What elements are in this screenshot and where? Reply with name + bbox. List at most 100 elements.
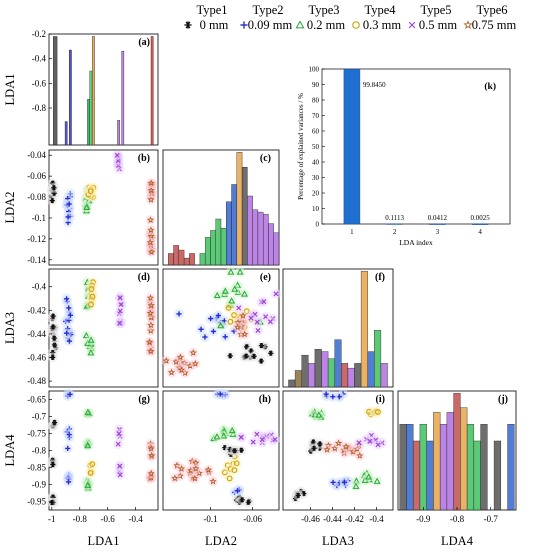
panel-i: (i) -0.46 -0.44 -0.42 -0.4 <box>282 389 394 524</box>
xtick-label-i-1: -0.46 <box>301 514 320 524</box>
legend-size-5: 0.5 mm <box>419 18 457 32</box>
point-d-4-7 <box>87 336 95 343</box>
ytick-label-b-5: -0.12 <box>27 234 46 244</box>
bar-f-2 <box>294 370 302 388</box>
point-e-7-11 <box>236 305 242 311</box>
point-i-9-2 <box>373 477 381 484</box>
point-d-6-10 <box>117 308 123 314</box>
value-label-k-3: 0.0412 <box>428 214 448 222</box>
panel-a: (a) -0.2 -0.4 -0.6 -0.8 <box>32 29 159 146</box>
point-i-5-4 <box>323 445 331 453</box>
panel-label-h: (h) <box>259 394 271 405</box>
legend-type-3: Type3 <box>308 3 339 17</box>
legend-size-4: 0.3 mm <box>363 18 401 32</box>
point-glow <box>203 464 214 475</box>
ytick-label-k-7: 60 <box>312 128 320 136</box>
point-e-6-9 <box>241 330 249 338</box>
y-axis-label-1: LDA1 <box>3 74 17 106</box>
point-e-3-14 <box>241 290 248 297</box>
point-glow <box>146 450 157 461</box>
bar-j-14 <box>493 440 502 511</box>
bar-a-7 <box>117 120 120 146</box>
point-i-4-8 <box>317 441 323 447</box>
legend-type-2: Type2 <box>252 3 283 17</box>
ytick-label-b-6: -0.14 <box>27 255 46 265</box>
ytick-label-g-2: -0.7 <box>32 412 47 422</box>
point-g-4-3 <box>67 391 73 397</box>
point-e-2-10 <box>215 312 221 319</box>
point-glow <box>176 463 187 474</box>
ytick-label-a-3: -0.6 <box>32 78 47 88</box>
panel-label-i: (i) <box>376 394 385 405</box>
point-d-5-6 <box>89 293 96 300</box>
point-h-7-6 <box>239 497 245 503</box>
bar-f-13 <box>367 351 375 388</box>
point-d-2-12 <box>64 330 70 336</box>
point-g-9-5 <box>84 481 92 489</box>
point-h-4-9 <box>231 467 238 473</box>
legend-marker-2 <box>240 21 248 29</box>
point-glow <box>145 215 156 226</box>
point-i-2-6 <box>330 394 336 400</box>
point-b-7-11 <box>146 238 154 246</box>
bar-c-5 <box>189 253 195 266</box>
bar-j-3 <box>412 440 421 511</box>
legend-type-6: Type6 <box>476 3 507 17</box>
point-i-8-6 <box>295 492 301 498</box>
ytick-label-k-1: 0 <box>316 221 320 229</box>
point-glow <box>85 186 96 197</box>
panel-label-g: (g) <box>138 394 150 405</box>
point-d-5-7 <box>88 301 94 308</box>
point-e-1-1 <box>162 356 170 364</box>
point-glow <box>175 352 186 363</box>
ytick-label-d-3: -0.44 <box>27 329 46 339</box>
point-g-13-4 <box>147 445 155 452</box>
legend-marker-1 <box>184 21 192 29</box>
point-glow <box>145 225 156 236</box>
xtick-label-k-2: 2 <box>393 228 397 236</box>
bar-c-8 <box>210 230 216 266</box>
bar-j-4 <box>419 424 427 511</box>
bar-a-9 <box>150 36 154 146</box>
legend-type-1: Type1 <box>196 3 227 17</box>
xtick-label-h-1: -0.1 <box>203 514 217 524</box>
point-g-8-4 <box>84 442 92 449</box>
legend-marker-3 <box>295 20 305 29</box>
xtick-label-g-1: -1 <box>48 514 56 524</box>
ytick-label-a-4: -0.8 <box>32 103 47 113</box>
panel-label-f: (f) <box>375 272 385 283</box>
ytick-label-k-2: 10 <box>312 205 320 213</box>
ytick-label-g-6: -0.9 <box>32 480 47 490</box>
bar-c-12 <box>231 184 238 266</box>
panel-label-d: (d) <box>138 272 150 283</box>
bar-c-13 <box>236 152 243 266</box>
bar-a-1 <box>52 36 58 146</box>
legend-type-5: Type5 <box>420 3 451 17</box>
bar-c-1 <box>168 253 174 266</box>
x-axis-label-3: LDA3 <box>322 534 354 548</box>
bar-f-8 <box>334 339 342 388</box>
point-glow <box>190 358 201 369</box>
point-glow <box>145 320 156 331</box>
bar-f-5 <box>314 349 322 388</box>
point-e-7-3 <box>254 319 260 325</box>
ytick-label-g-7: -0.95 <box>27 497 46 507</box>
bar-c-10 <box>220 227 227 266</box>
bar-c-19 <box>268 223 274 266</box>
point-g-10-4 <box>89 461 96 468</box>
point-h-8-4 <box>234 488 241 494</box>
ytick-label-k-5: 40 <box>312 159 320 167</box>
point-e-2-8 <box>198 326 204 332</box>
bar-c-18 <box>262 214 269 266</box>
point-glow <box>341 441 352 452</box>
point-e-5-12 <box>268 350 274 356</box>
point-i-7-8 <box>341 479 348 486</box>
point-d-2-14 <box>66 338 73 344</box>
point-b-6-6 <box>147 195 155 203</box>
point-h-5-5 <box>238 447 244 453</box>
point-glow <box>86 299 97 310</box>
point-glow <box>146 178 157 189</box>
bar-c-15 <box>247 195 253 266</box>
panel-label-j: (j) <box>498 394 508 405</box>
